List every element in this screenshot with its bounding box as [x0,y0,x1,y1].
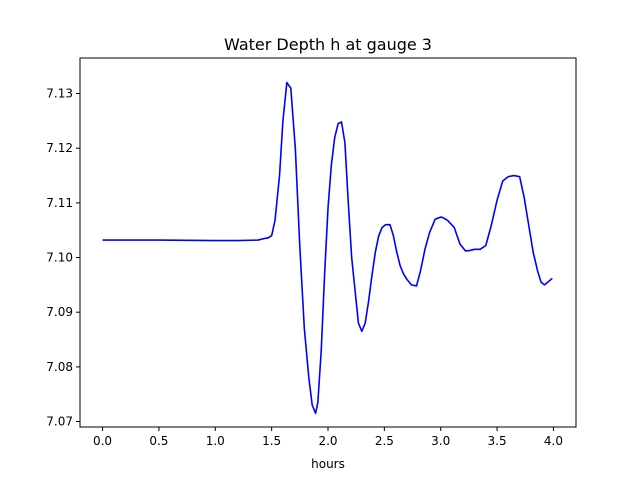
x-tick-label: 2.5 [375,434,394,448]
x-tick-label: 2.0 [318,434,337,448]
axes-frame [79,57,577,428]
y-tick-label: 7.11 [46,196,73,210]
plot-area [79,57,577,428]
y-tick-label: 7.08 [46,360,73,374]
x-tick-label: 3.0 [431,434,450,448]
x-tick-label: 3.5 [488,434,507,448]
x-tick-label: 1.0 [206,434,225,448]
x-axis-ticks: 0.0 0.5 1.0 1.5 2.0 2.5 3.0 3.5 4.0 [93,427,563,448]
x-tick-label: 1.5 [262,434,281,448]
y-tick-label: 7.10 [46,251,73,265]
x-tick-label: 0.0 [93,434,112,448]
chart-title: Water Depth h at gauge 3 [224,35,432,54]
x-tick-label: 4.0 [544,434,563,448]
y-tick-label: 7.13 [46,87,73,101]
x-tick-label: 0.5 [149,434,168,448]
y-tick-label: 7.07 [46,415,73,429]
series-line-0 [102,81,553,415]
y-tick-label: 7.12 [46,141,73,155]
y-axis-ticks: 7.07 7.08 7.09 7.10 7.11 7.12 7.13 [46,87,80,429]
y-tick-label: 7.09 [46,305,73,319]
x-axis-label: hours [311,457,345,471]
